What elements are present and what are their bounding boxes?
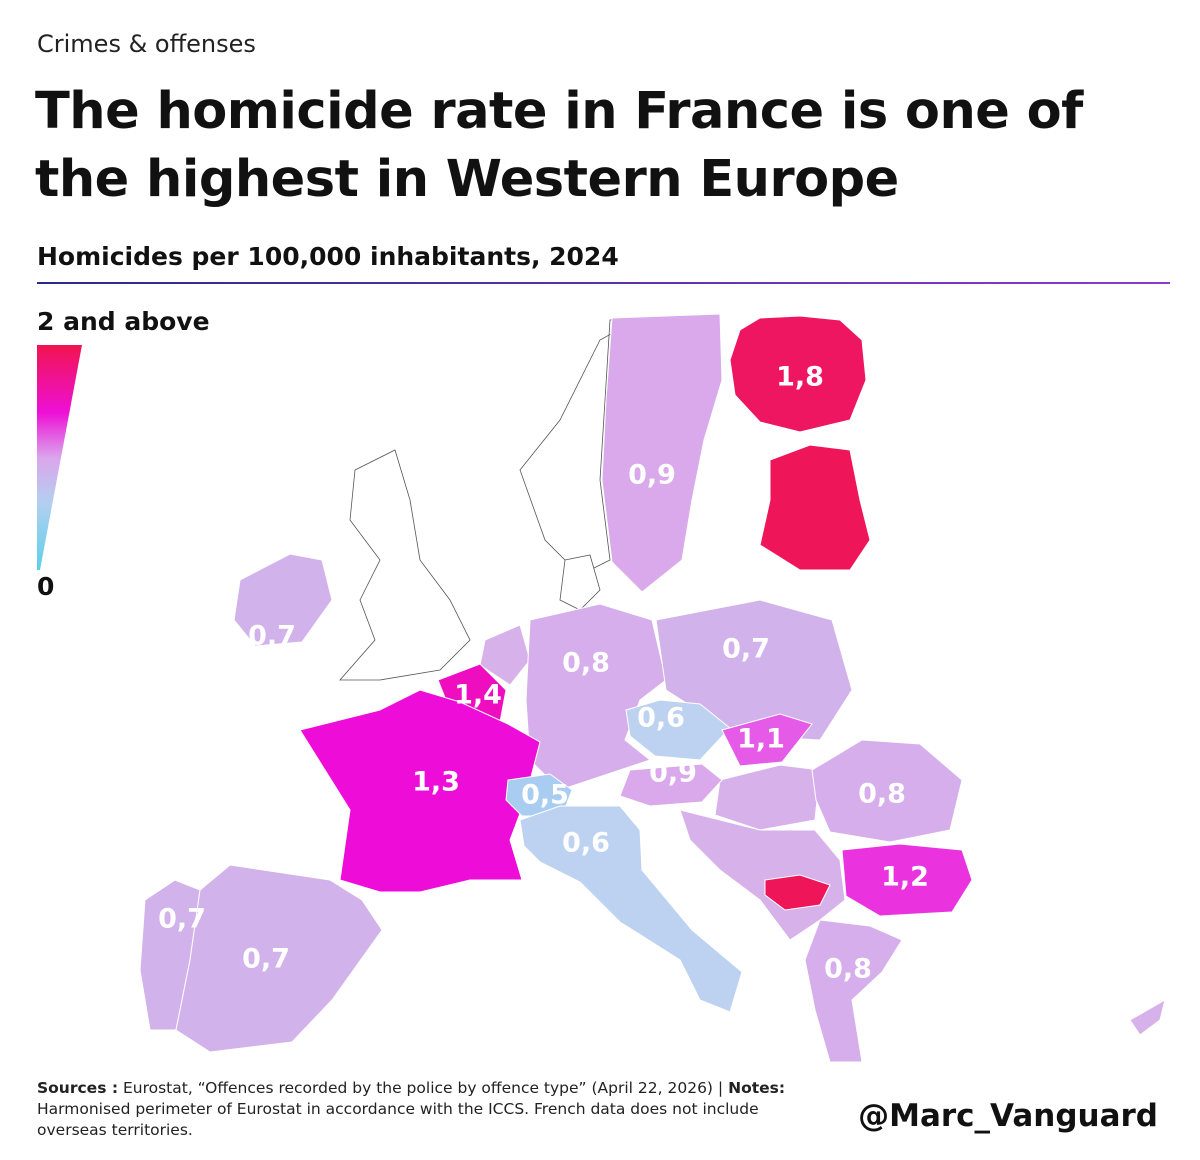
slovakia — [721, 713, 813, 767]
bulgaria — [841, 843, 973, 917]
value-label: 0,7 — [158, 904, 206, 935]
title: The homicide rate in France is one of th… — [35, 82, 1083, 209]
france — [299, 689, 541, 893]
kicker: Crimes & offenses — [37, 30, 256, 58]
finland — [729, 315, 867, 433]
hungary — [714, 764, 821, 831]
divider — [37, 282, 1170, 284]
sweden — [601, 313, 723, 593]
handle: @Marc_Vanguard — [858, 1098, 1158, 1134]
sources-text: Eurostat, “Offences recorded by the poli… — [122, 1079, 713, 1097]
value-label: 0,7 — [722, 634, 770, 665]
value-labels: 1,8 0,9 0,7 0,8 0,7 1,4 0,6 1,1 1,3 0,9 0,8 0,5 0,6 1… — [158, 362, 929, 985]
notes-label: Notes: — [728, 1079, 786, 1097]
denmark — [559, 554, 601, 611]
value-label: 1,1 — [737, 724, 785, 755]
montenegro-kosovo — [764, 874, 831, 911]
value-label: 0,8 — [562, 648, 610, 679]
poland — [655, 599, 853, 741]
color-tick-label: 0 — [37, 572, 54, 601]
greece — [804, 919, 903, 1063]
ireland — [233, 553, 333, 647]
color-bar — [37, 345, 82, 570]
cyprus — [1129, 998, 1166, 1036]
uk — [339, 449, 471, 681]
value-label: 0,7 — [248, 621, 296, 652]
value-label: 0,6 — [562, 828, 610, 859]
sources-label: Sources : — [37, 1079, 119, 1097]
czechia — [625, 699, 731, 761]
value-label: 0,6 — [637, 703, 685, 734]
value-label: 1,8 — [776, 362, 824, 393]
italy — [519, 805, 743, 1013]
value-label: 0,8 — [824, 954, 872, 985]
background-land — [339, 317, 1166, 1036]
notes-text: Harmonised perimeter of Eurostat in acco… — [37, 1100, 759, 1139]
regions — [139, 313, 973, 1063]
value-label: 0,5 — [521, 780, 569, 811]
romania — [811, 739, 963, 843]
netherlands — [479, 624, 531, 686]
value-label: 0,9 — [628, 460, 676, 491]
separator: | — [717, 1079, 724, 1097]
value-label: 1,2 — [881, 862, 929, 893]
value-label: 1,3 — [412, 767, 460, 798]
baltics — [759, 444, 871, 571]
footer: Sources : Eurostat, “Offences recorded b… — [37, 1078, 797, 1141]
spain — [175, 864, 383, 1053]
germany — [525, 603, 667, 791]
color-tick-label: 2 and above — [37, 307, 210, 336]
value-label: 0,8 — [858, 779, 906, 810]
value-label: 0,7 — [242, 944, 290, 975]
value-label: 0,9 — [649, 758, 697, 789]
value-label: 1,4 — [454, 680, 502, 711]
austria — [619, 763, 723, 807]
subtitle: Homicides per 100,000 inhabitants, 2024 — [37, 242, 619, 271]
